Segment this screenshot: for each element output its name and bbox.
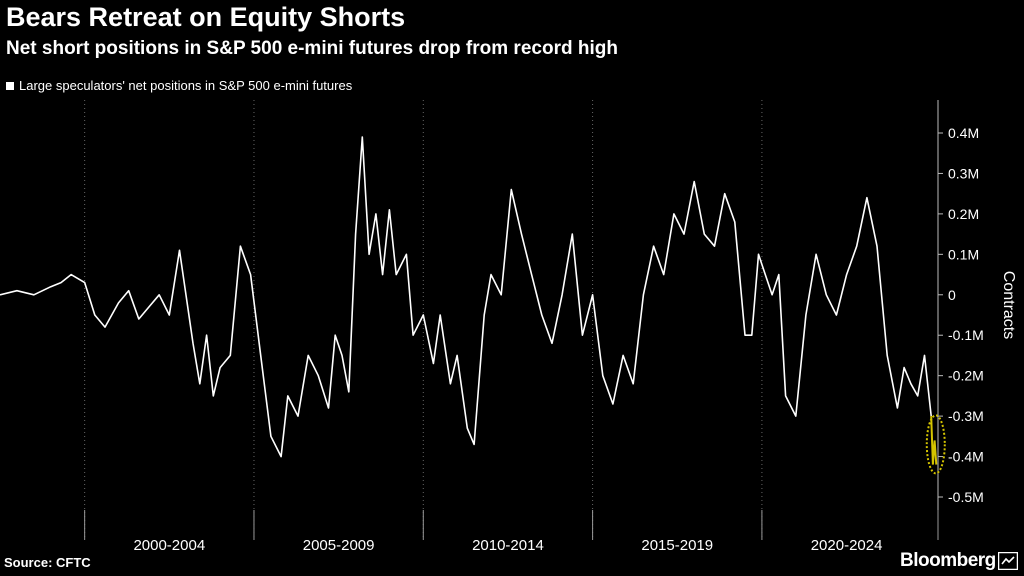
x-tick-label: 2020-2024: [811, 537, 883, 554]
series-line: [0, 136, 932, 458]
legend-swatch: [6, 81, 14, 90]
y-tick-label: -0.1M: [948, 327, 984, 343]
source-note: Source: CFTC: [4, 555, 91, 570]
bloomberg-terminal-icon: [998, 552, 1018, 570]
x-tick-label: 2005-2009: [303, 537, 375, 554]
x-tick-label: 2010-2014: [472, 537, 544, 554]
chart-subtitle: Net short positions in S&P 500 e-mini fu…: [6, 38, 618, 59]
x-tick-label: 2015-2019: [641, 537, 713, 554]
y-tick-label: -0.3M: [948, 408, 984, 424]
legend-label: Large speculators' net positions in S&P …: [19, 78, 353, 93]
y-tick-label: 0.4M: [948, 125, 979, 141]
y-tick-label: -0.4M: [948, 449, 984, 465]
y-tick-label: 0.3M: [948, 165, 979, 181]
legend: Large speculators' net positions in S&P …: [6, 78, 352, 93]
x-tick-label: 2000-2004: [133, 537, 205, 554]
y-axis-title: Contracts: [1000, 271, 1017, 339]
brand-logo: Bloomberg: [900, 550, 996, 571]
y-tick-label: -0.2M: [948, 368, 984, 384]
highlight-ring: [925, 414, 946, 475]
y-tick-label: 0: [948, 287, 956, 303]
y-tick-label: -0.5M: [948, 489, 984, 505]
highlight-line: [930, 416, 938, 465]
chart-title: Bears Retreat on Equity Shorts: [6, 2, 406, 32]
y-tick-label: 0.2M: [948, 206, 979, 222]
y-tick-label: 0.1M: [948, 246, 979, 262]
